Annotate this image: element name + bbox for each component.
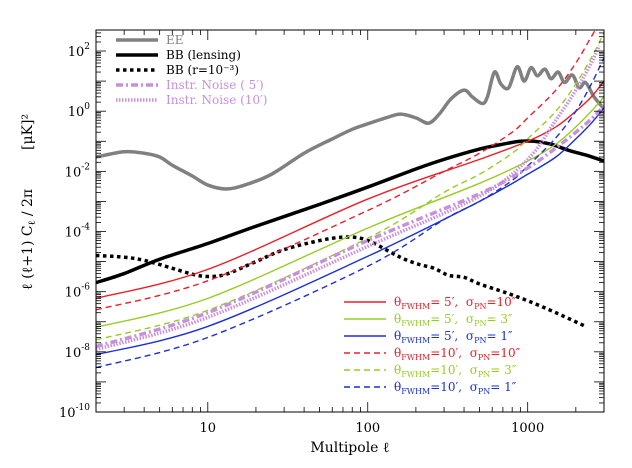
y-tick-label: 100 [68,102,91,120]
x-tick-label: 100 [355,421,380,436]
y-axis-unit: [μK]² [20,114,36,150]
y-tick-label: 102 [68,42,90,60]
series-bb-r [96,235,587,329]
x-tick-label: 1000 [511,421,544,436]
y-tick-label: 10-4 [65,223,91,241]
series-layer [96,30,604,369]
y-tick-label: 10-8 [65,343,91,361]
y-axis-title-sub: ℓ [27,221,38,226]
series-n10-10 [96,30,597,311]
y-tick-base: 10 [65,286,82,301]
legend-top-label: Instr. Noise ( 5′) [166,78,264,92]
y-tick-base: 10 [68,45,85,60]
y-tick-base: 10 [59,406,76,421]
y-tick-base: 10 [68,105,85,120]
legend-bottom-label: θFWHM= 5′, σPN=10″ [394,295,517,311]
x-axis-title: Multipole ℓ [310,440,390,456]
y-tick-base: 10 [65,226,82,241]
y-tick-exp: -6 [81,283,90,293]
y-tick-base: 10 [65,346,82,361]
legend-bottom-label: θFWHM=10′, σPN= 1″ [394,380,517,396]
legend-bottom-label: θFWHM=10′, σPN= 3″ [394,363,517,379]
series-instr-5 [96,104,604,349]
y-axis-title-main: ℓ (ℓ+1) C [20,225,36,290]
svg-text:ℓ (ℓ+1) Cℓ / 2π: ℓ (ℓ+1) Cℓ / 2π [20,189,38,290]
plot-frame [95,29,605,413]
series-n5-1 [96,107,604,356]
y-tick-label: 10-10 [59,403,90,421]
y-tick-label: 10-2 [65,162,90,180]
y-axis-title: ℓ (ℓ+1) Cℓ / 2π [20,189,38,290]
series-n5-3 [96,96,604,329]
series-ee [96,64,604,191]
legend-top-label: BB (lensing) [166,48,241,62]
y-tick-exp: -4 [81,223,90,233]
legend-bottom-label: θFWHM=10′, σPN=10″ [394,346,521,362]
y-tick-base: 10 [65,165,82,180]
legend-bottom-label: θFWHM= 5′, σPN= 3″ [394,312,513,328]
legend-bottom-label: θFWHM= 5′, σPN= 1″ [394,329,513,345]
series-bb-lensing [96,139,604,285]
y-tick-exp: -8 [81,343,90,353]
y-tick-exp: 0 [84,102,90,112]
legend-bottom: θFWHM= 5′, σPN=10″θFWHM= 5′, σPN= 3″θFWH… [344,295,521,396]
x-tick-label: 10 [200,421,217,436]
axis-ticks [95,29,605,413]
legend-top-label: Instr. Noise (10′) [166,93,268,107]
series-instr-10 [96,45,601,352]
y-tick-exp: -2 [81,162,90,172]
series-n10-1 [96,57,604,369]
legend-top-label: BB (r=10⁻³) [166,63,239,77]
series-n10-3 [96,32,604,341]
y-tick-label: 10-6 [65,283,91,301]
legend-top-label: EE [166,33,184,47]
series-n5-10 [96,80,604,300]
y-tick-exp: 2 [84,42,90,52]
y-tick-exp: -10 [76,403,91,413]
y-axis-title-tail: / 2π [20,189,36,221]
